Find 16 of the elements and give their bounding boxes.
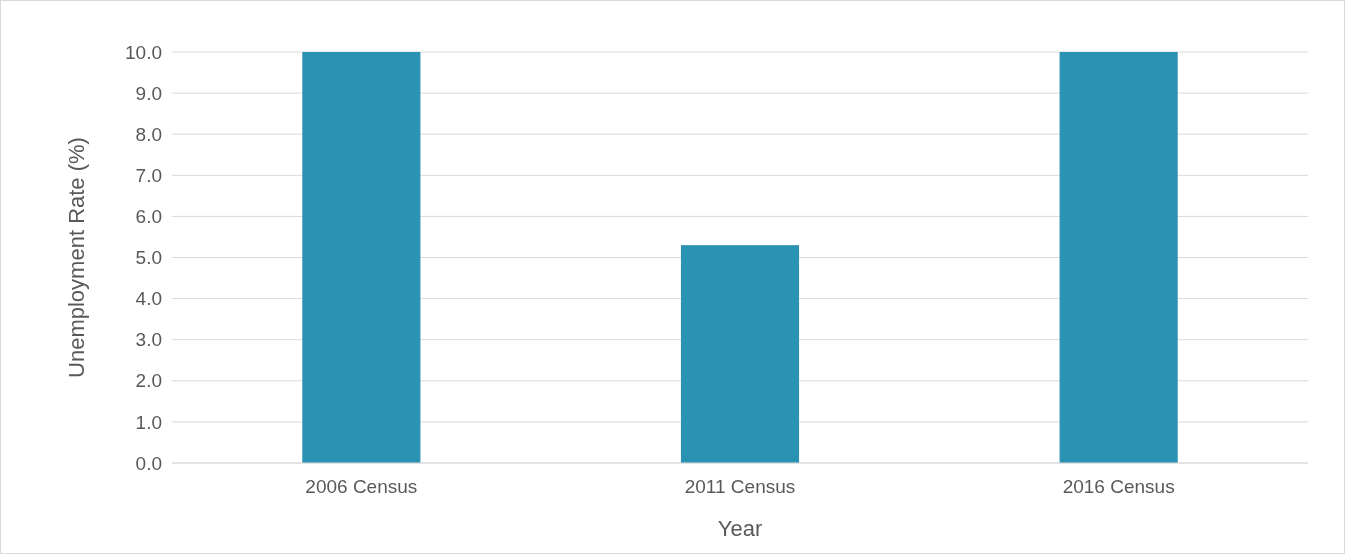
y-tick-label: 8.0	[135, 123, 162, 145]
y-tick-label: 0.0	[135, 452, 162, 474]
y-tick-label: 2.0	[135, 370, 162, 392]
y-axis-title: Unemployment Rate (%)	[64, 137, 89, 378]
y-tick-label: 10.0	[125, 41, 162, 63]
y-tick-label: 6.0	[135, 206, 162, 228]
y-tick-label: 3.0	[135, 329, 162, 351]
y-tick-label: 7.0	[135, 164, 162, 186]
x-axis-title: Year	[717, 516, 763, 541]
y-tick-label: 5.0	[135, 247, 162, 269]
x-tick-label: 2011 Census	[684, 476, 796, 497]
x-tick-label: 2016 Census	[1062, 476, 1175, 497]
y-tick-label: 1.0	[135, 411, 162, 433]
y-tick-label: 9.0	[135, 82, 162, 104]
x-tick-label: 2006 Census	[305, 476, 418, 497]
y-tick-label: 4.0	[135, 288, 162, 310]
